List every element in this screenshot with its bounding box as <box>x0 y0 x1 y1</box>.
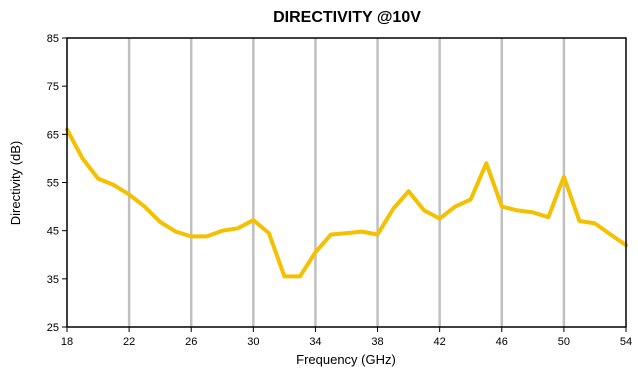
x-tick-label: 34 <box>309 336 321 348</box>
y-tick-label: 75 <box>47 81 59 93</box>
x-axis-ticks: 18 22 26 30 34 38 42 46 50 54 <box>61 327 632 348</box>
y-axis-ticks: 25 35 45 55 65 75 85 <box>47 33 67 334</box>
y-tick-label: 55 <box>47 178 59 190</box>
x-tick-label: 46 <box>496 336 508 348</box>
series-layer <box>65 127 628 279</box>
plot-frame <box>66 37 627 328</box>
x-tick-label: 30 <box>247 336 259 348</box>
x-tick-label: 42 <box>434 336 446 348</box>
x-tick-label: 38 <box>371 336 383 348</box>
x-tick-label: 50 <box>558 336 570 348</box>
x-tick-label: 54 <box>620 336 632 348</box>
x-tick-label: 26 <box>185 336 197 348</box>
y-tick-label: 35 <box>47 274 59 286</box>
y-tick-label: 65 <box>47 129 59 141</box>
series-line-0 <box>65 127 628 279</box>
x-tick-label: 18 <box>61 336 73 348</box>
y-tick-label: 85 <box>47 33 59 45</box>
y-axis-label: Directivity (dB) <box>8 141 23 226</box>
x-axis-label: Frequency (GHz) <box>296 352 396 367</box>
x-tick-label: 22 <box>123 336 135 348</box>
y-tick-label: 25 <box>47 322 59 334</box>
y-tick-label: 45 <box>47 226 59 238</box>
chart-title: DIRECTIVITY @10V <box>273 9 421 26</box>
gridlines <box>127 38 566 327</box>
